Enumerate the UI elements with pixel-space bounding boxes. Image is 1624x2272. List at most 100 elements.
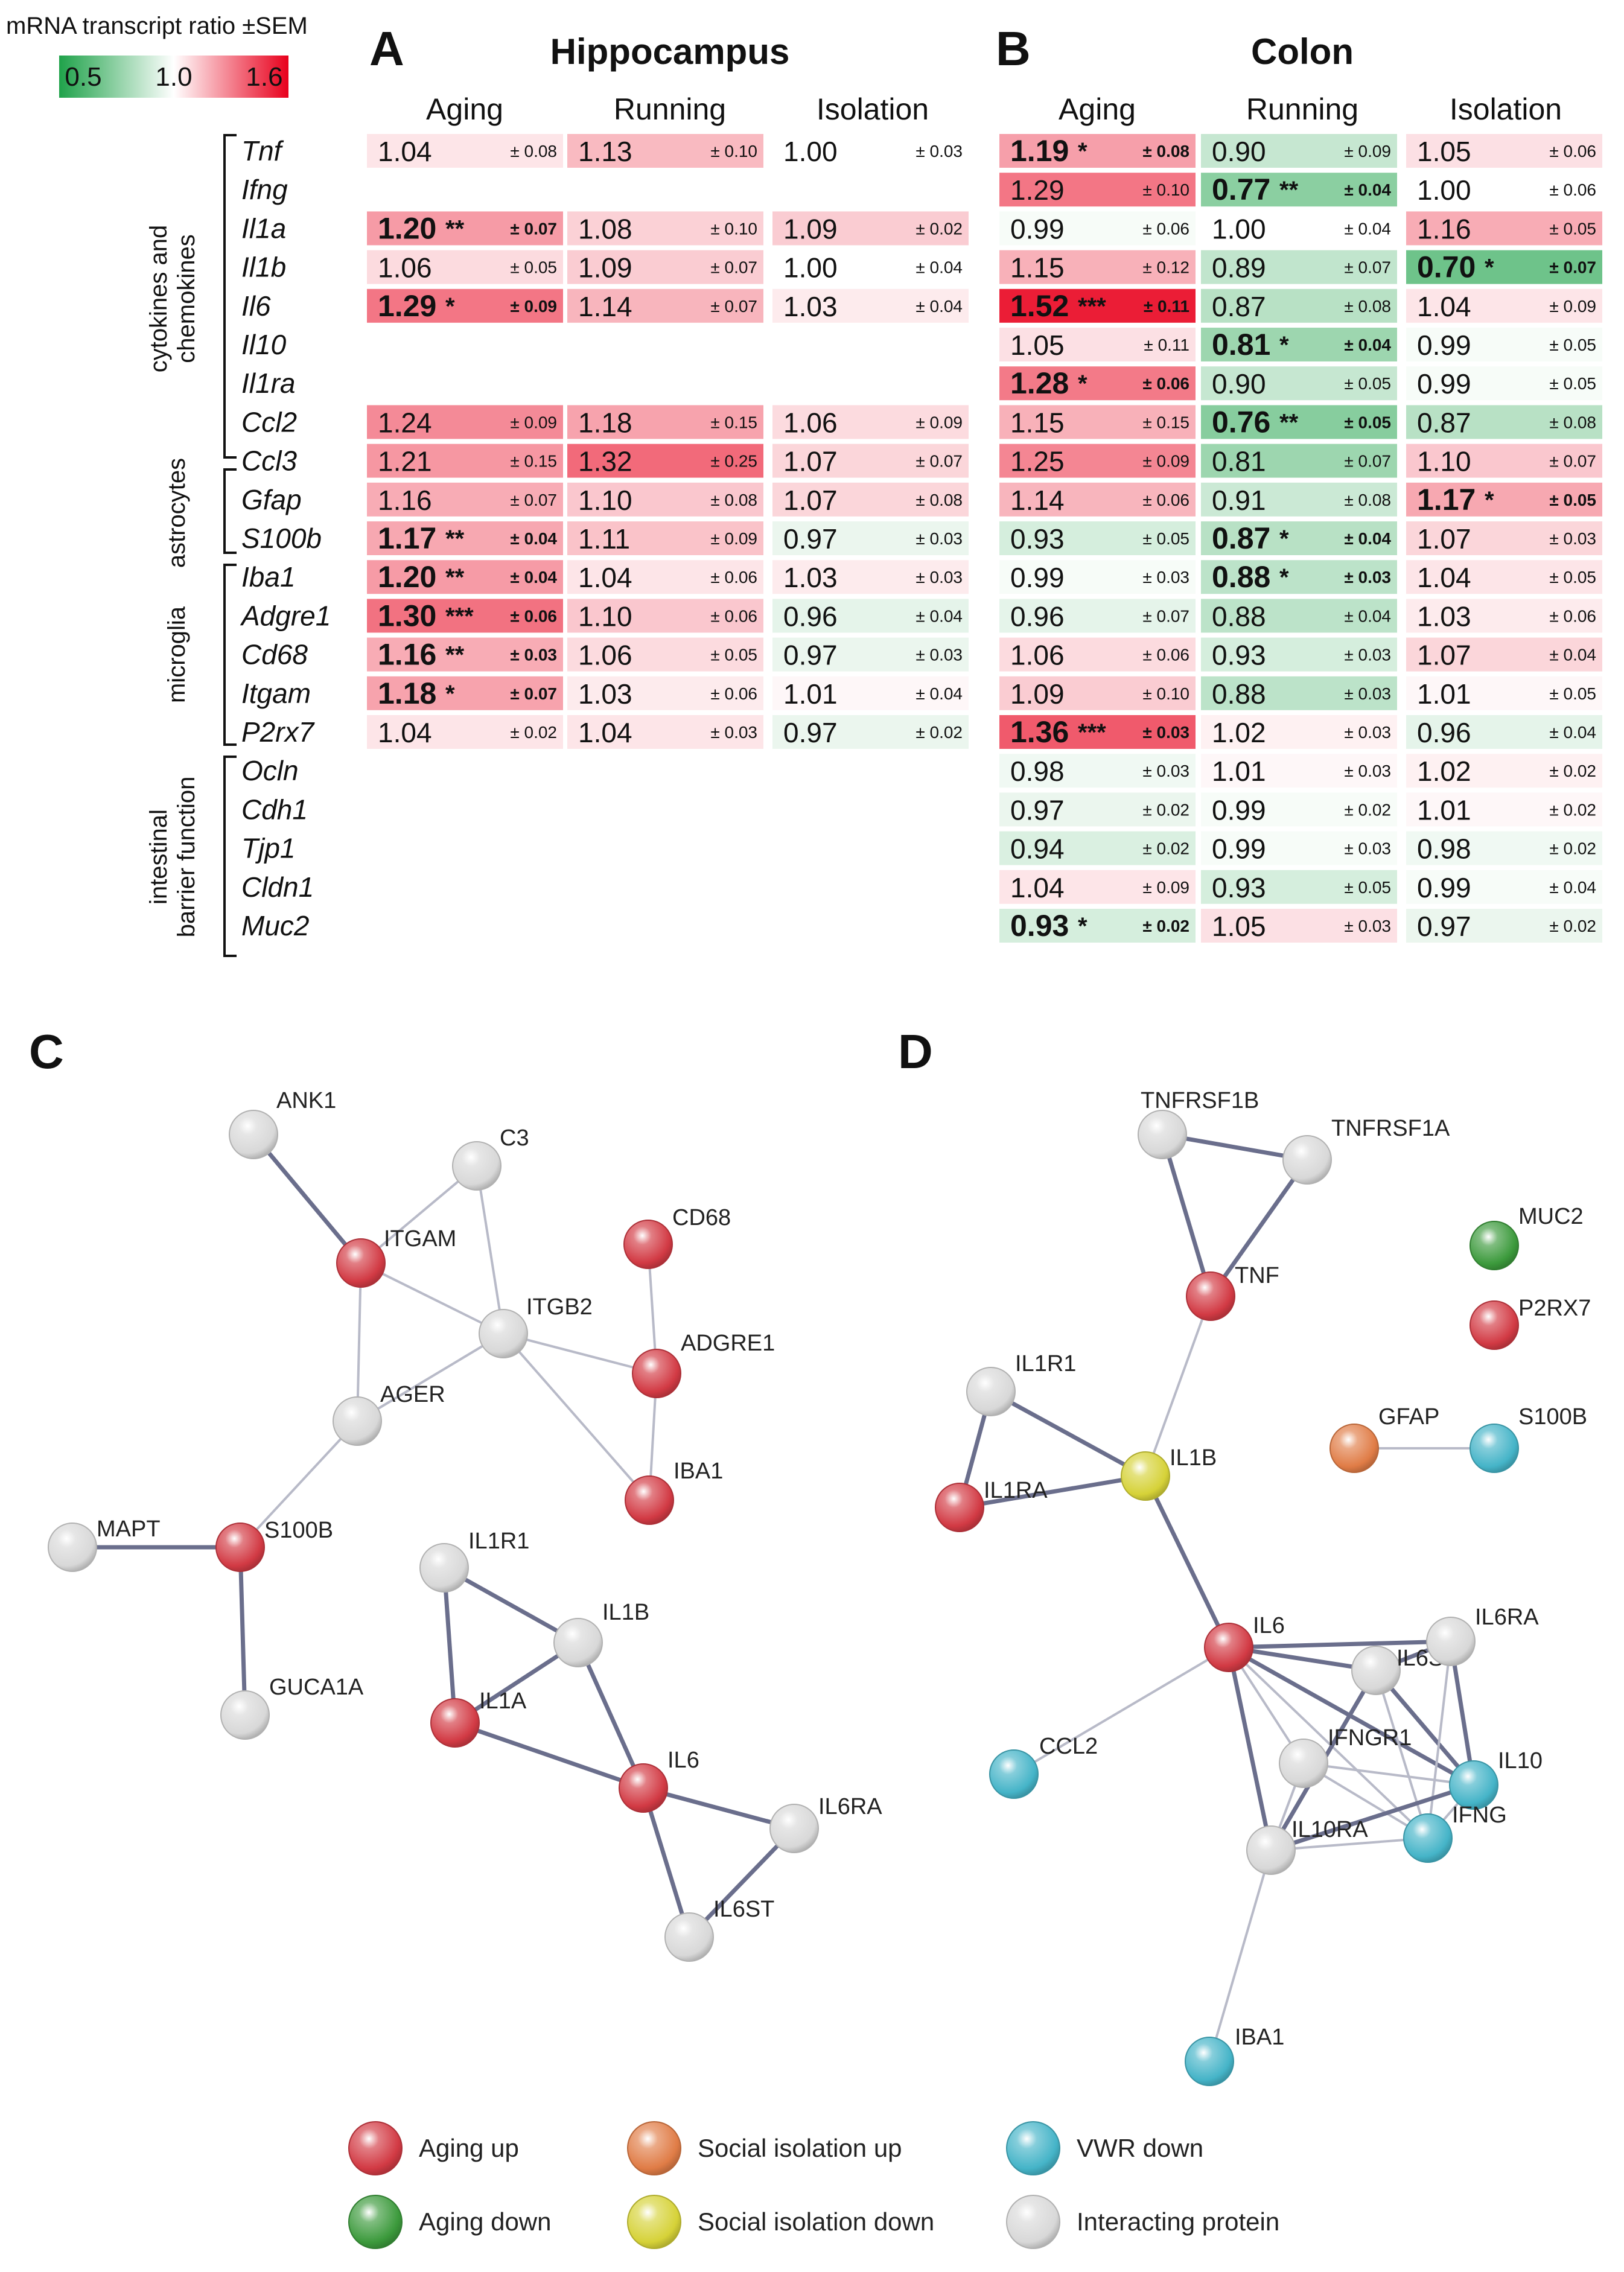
network-node-sphere <box>333 1396 382 1446</box>
legend-swatch <box>348 2121 403 2175</box>
heatmap-sem: ± 0.04 <box>915 258 963 277</box>
heatmap-value: 1.17 <box>378 521 436 555</box>
network-node-ifngr1: IFNGR1 <box>1279 1725 1412 1788</box>
network-edge <box>476 1165 505 1334</box>
network-node-sphere <box>935 1483 984 1532</box>
heatmap-cell: 1.16 ** ± 0.03 <box>367 637 563 672</box>
heatmap-significance: * <box>1279 332 1289 358</box>
heatmap-value: 1.07 <box>1417 523 1471 555</box>
heatmap-cell-fill <box>1201 288 1397 323</box>
gene-label-tjp1: Tjp1 <box>241 833 295 864</box>
network-edge <box>1144 1296 1212 1477</box>
network-node-label: TNFRSF1B <box>1141 1088 1259 1113</box>
gene-label-ccl2: Ccl2 <box>241 406 297 438</box>
heatmap-cell: 0.81 * ± 0.04 <box>1201 328 1397 361</box>
heatmap-sem: ± 0.07 <box>1344 258 1391 277</box>
heatmap-cell-fill <box>1406 792 1602 827</box>
heatmap-sem: ± 0.15 <box>1142 413 1189 431</box>
network-node-guca1a: GUCA1A <box>220 1675 364 1740</box>
heatmap-value: 0.87 <box>1212 291 1266 322</box>
legend-item-isolation-down: Social isolation down <box>627 2195 934 2249</box>
heatmap-cell: 1.28 * ± 0.06 <box>999 366 1196 401</box>
network-edge <box>1427 1641 1452 1839</box>
color-scale-legend: mRNA transcript ratio ±SEM 0.5 1.0 1.6 <box>6 13 308 98</box>
color-scale-tick-low: 0.5 <box>65 62 101 92</box>
legend-swatch <box>1006 2195 1060 2249</box>
heatmap-cell-fill <box>999 482 1196 517</box>
heatmap-cell-fill <box>999 366 1196 401</box>
heatmap-cell: 1.04 ± 0.05 <box>1406 560 1602 594</box>
gene-label-cd68: Cd68 <box>241 639 308 670</box>
heatmap-cell: 1.07 ± 0.03 <box>1406 521 1602 555</box>
heatmap-cell-fill <box>1406 173 1602 207</box>
heatmap-cell: 1.03 ± 0.03 <box>772 560 969 594</box>
heatmap-sem: ± 0.06 <box>1549 606 1596 625</box>
heatmap-cell: 1.06 ± 0.05 <box>367 250 563 284</box>
heatmap-value: 0.99 <box>1417 872 1471 903</box>
heatmap-cell: 0.96 ± 0.04 <box>1406 715 1602 749</box>
heatmap-sem: ± 0.02 <box>1549 839 1596 858</box>
legend-item-interacting: Interacting protein <box>1006 2195 1279 2249</box>
heatmap-cell-fill <box>567 134 763 168</box>
heatmap-cell-fill <box>1201 637 1397 672</box>
network-node-label: IBA1 <box>673 1459 723 1484</box>
heatmap-sem: ± 0.06 <box>710 568 757 587</box>
network-node-label: ANK1 <box>276 1088 336 1113</box>
heatmap-value: 1.04 <box>1417 562 1471 593</box>
heatmap-cell-fill <box>1201 792 1397 827</box>
heatmap-cell-fill <box>772 211 969 246</box>
heatmap-value: 0.99 <box>1417 368 1471 399</box>
heatmap-value: 0.89 <box>1212 252 1266 284</box>
heatmap-colon: 1.19 * ± 0.08 0.90 ± 0.09 1.05 ± 0.06 1.29 ± 0.1… <box>999 134 1602 943</box>
heatmap-cell: 0.87 ± 0.08 <box>1406 405 1602 439</box>
heatmap-value: 1.10 <box>578 485 632 516</box>
panel-a-col-aging: Aging <box>426 92 503 126</box>
heatmap-cell-fill <box>999 288 1196 323</box>
heatmap-value: 0.87 <box>1212 521 1270 555</box>
heatmap-sem: ± 0.02 <box>915 723 963 742</box>
heatmap-cell-fill <box>367 599 563 633</box>
network-node-tnfrsf1b: TNFRSF1B <box>1138 1088 1259 1159</box>
heatmap-cell: 0.97 ± 0.03 <box>772 637 969 672</box>
heatmap-cell: 0.88 ± 0.03 <box>1201 676 1397 710</box>
network-node-label: C3 <box>500 1125 529 1151</box>
heatmap-cell: 1.29 * ± 0.09 <box>367 288 563 323</box>
heatmap-cell: 1.07 ± 0.04 <box>1406 637 1602 672</box>
network-node-cd68: CD68 <box>623 1205 731 1269</box>
network-node-label: IFNGR1 <box>1328 1725 1412 1751</box>
heatmap-sem: ± 0.06 <box>1142 646 1189 664</box>
network-node-ank1: ANK1 <box>229 1088 336 1159</box>
heatmap-sem: ± 0.04 <box>1549 723 1596 742</box>
heatmap-value: 0.77 <box>1212 173 1270 206</box>
panel-b-col-running: Running <box>1246 92 1358 126</box>
heatmap-cell-fill <box>567 288 763 323</box>
panel-a-col-isolation: Isolation <box>817 92 929 126</box>
panel-a-title: Hippocampus <box>550 31 790 72</box>
color-scale-bar <box>59 56 288 98</box>
heatmap-value: 1.06 <box>783 407 838 438</box>
heatmap-cell: 1.01 ± 0.04 <box>772 676 969 710</box>
heatmap-cell-fill <box>999 250 1196 284</box>
network-node-label: TNFRSF1A <box>1331 1116 1450 1141</box>
heatmap-sem: ± 0.04 <box>1549 646 1596 664</box>
heatmap-value: 1.07 <box>783 485 838 516</box>
heatmap-value: 1.00 <box>1417 174 1471 206</box>
heatmap-cell: 0.77 ** ± 0.04 <box>1201 173 1397 207</box>
heatmap-cell-fill <box>999 405 1196 439</box>
heatmap-cell: 0.99 ± 0.03 <box>1201 831 1397 865</box>
heatmap-significance: * <box>445 293 455 320</box>
heatmap-value: 1.36 <box>1010 715 1069 749</box>
heatmap-cell-fill <box>1406 560 1602 594</box>
heatmap-cell-fill <box>567 444 763 478</box>
heatmap-cell: 1.01 ± 0.05 <box>1406 676 1602 710</box>
network-node-label: IL6RA <box>1475 1605 1539 1630</box>
heatmap-sem: ± 0.07 <box>710 258 757 277</box>
heatmap-sem: ± 0.03 <box>710 723 757 742</box>
heatmap-value: 1.04 <box>378 136 432 167</box>
heatmap-value: 1.02 <box>1212 717 1266 748</box>
network-node-label: MUC2 <box>1518 1204 1584 1229</box>
gene-label-ocln: Ocln <box>241 755 299 786</box>
network-d-edges <box>957 1132 1494 2062</box>
network-edge <box>503 1332 657 1375</box>
